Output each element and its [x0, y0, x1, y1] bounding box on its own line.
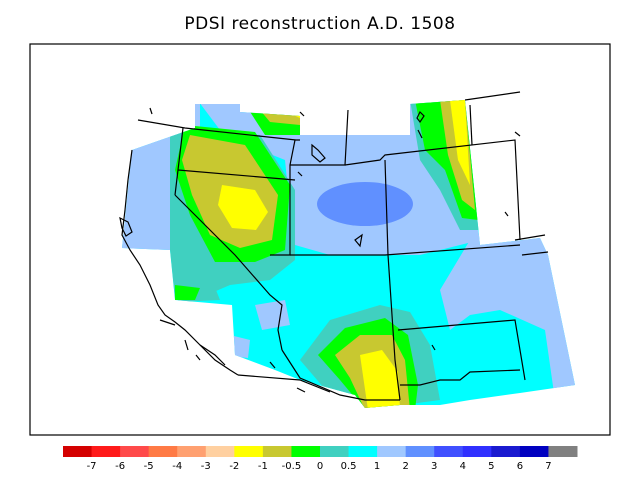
colorbar-label: 1	[374, 461, 380, 472]
colorbar-label: -5	[144, 461, 154, 472]
colorbar-swatch	[434, 446, 464, 457]
colorbar-label: -2	[229, 461, 239, 472]
colorbar-label: -3	[201, 461, 211, 472]
colorbar-label: 3	[431, 461, 437, 472]
colorbar-swatch	[519, 446, 549, 457]
colorbar-swatch	[91, 446, 121, 457]
state-borders	[119, 91, 549, 401]
colorbar-swatch	[291, 446, 321, 457]
colorbar-swatch	[348, 446, 378, 457]
colorbar-label: -4	[172, 461, 182, 472]
colorbar-label: -7	[87, 461, 97, 472]
map-title: PDSI reconstruction A.D. 1508	[184, 14, 456, 34]
colorbar-swatch	[262, 446, 292, 457]
colorbar-label: 7	[545, 461, 551, 472]
colorbar-swatch	[320, 446, 350, 457]
colorbar-swatch	[63, 446, 93, 457]
colorbar-swatch	[405, 446, 435, 457]
colorbar-swatch	[548, 446, 578, 457]
colorbar-swatch	[120, 446, 150, 457]
colorbar-label: 5	[488, 461, 494, 472]
colorbar	[63, 446, 578, 457]
colorbar-label: -6	[115, 461, 125, 472]
colorbar-swatch	[177, 446, 207, 457]
colorbar-label: -0.5	[282, 461, 302, 472]
colorbar-swatch	[377, 446, 407, 457]
colorbar-swatch	[462, 446, 492, 457]
colorbar-labels: -7 -6 -5 -4 -3 -2 -1 -0.5 0 0.5 1 2 3 4 5 6 7	[87, 461, 552, 472]
colorbar-swatch	[148, 446, 178, 457]
colorbar-label: 0	[317, 461, 323, 472]
colorbar-swatch	[205, 446, 235, 457]
colorbar-swatch	[234, 446, 264, 457]
colorbar-label: 0.5	[341, 461, 357, 472]
colorbar-label: 6	[517, 461, 523, 472]
colorbar-swatch	[491, 446, 521, 457]
colorbar-label: -1	[258, 461, 268, 472]
colorbar-label: 2	[402, 461, 408, 472]
colorbar-label: 4	[460, 461, 466, 472]
